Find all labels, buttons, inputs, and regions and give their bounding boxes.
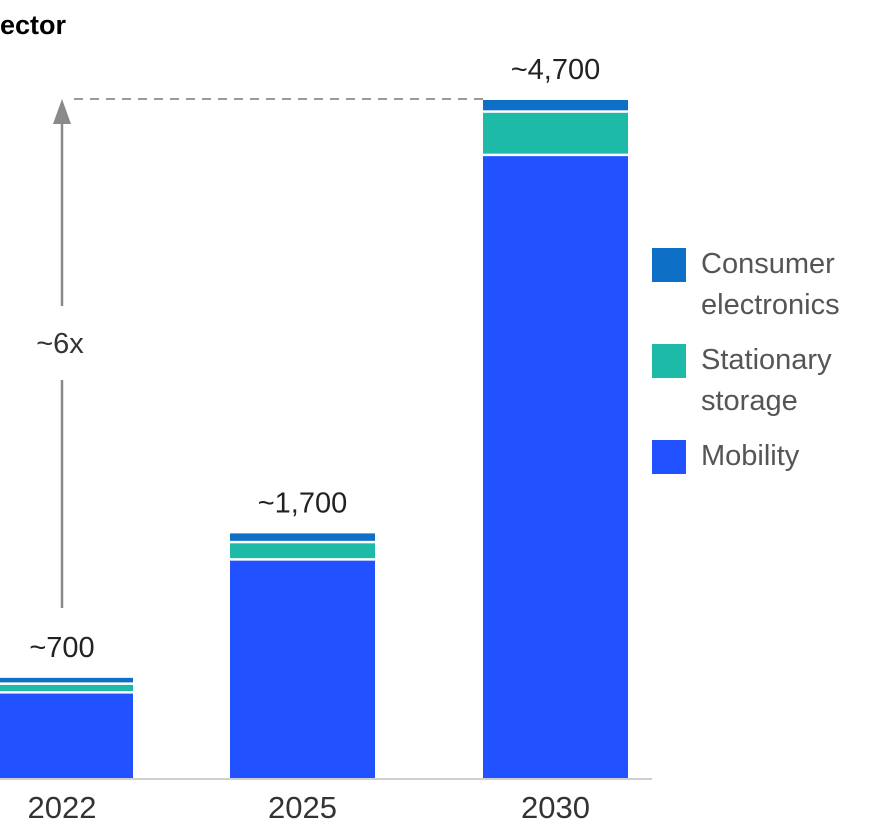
x-tick-label-2030: 2030: [521, 790, 590, 825]
legend-item-1: Stationary storage: [652, 340, 877, 422]
growth-arrow-head-icon: [53, 99, 71, 124]
bar-segment-stationary-storage-2022: [0, 684, 133, 692]
bar-segment-consumer-electronics-2025: [230, 533, 375, 541]
legend-swatch: [652, 440, 686, 474]
legend-label: Mobility: [701, 436, 799, 477]
bar-segment-mobility-2030: [483, 156, 628, 779]
bar-segment-mobility-2025: [230, 560, 375, 779]
total-label-2030: ~4,700: [511, 54, 601, 86]
bar-segment-mobility-2022: [0, 693, 133, 779]
legend-item-2: Mobility: [652, 436, 877, 477]
legend-swatch: [652, 344, 686, 378]
legend-label-line: storage: [701, 385, 798, 417]
legend-swatch: [652, 248, 686, 282]
total-label-2022: ~700: [29, 632, 94, 664]
legend: Consumer electronics Stationary storage Mobi…: [652, 244, 877, 491]
chart-title: ector: [0, 10, 67, 40]
bar-segment-consumer-electronics-2030: [483, 100, 628, 111]
legend-item-0: Consumer electronics: [652, 244, 877, 326]
legend-label-line: Consumer: [701, 248, 835, 280]
growth-annotation-label: ~6x: [36, 328, 84, 360]
bar-segment-stationary-storage-2025: [230, 543, 375, 559]
legend-label-line: Stationary: [701, 344, 832, 376]
total-label-2025: ~1,700: [258, 487, 348, 519]
legend-label-line: electronics: [701, 289, 840, 321]
total-label-group: ~700 ~1,700 ~4,700: [29, 54, 600, 664]
x-tick-group: 2022 2025 2030: [28, 790, 590, 825]
legend-label-line: Mobility: [701, 440, 800, 472]
bar-segment-stationary-storage-2030: [483, 112, 628, 154]
legend-label: Stationary storage: [701, 340, 832, 422]
x-tick-label-2022: 2022: [28, 790, 97, 825]
legend-label: Consumer electronics: [701, 244, 840, 326]
bar-segment-consumer-electronics-2022: [0, 677, 133, 683]
bar-group: [0, 100, 628, 779]
x-tick-label-2025: 2025: [268, 790, 337, 825]
